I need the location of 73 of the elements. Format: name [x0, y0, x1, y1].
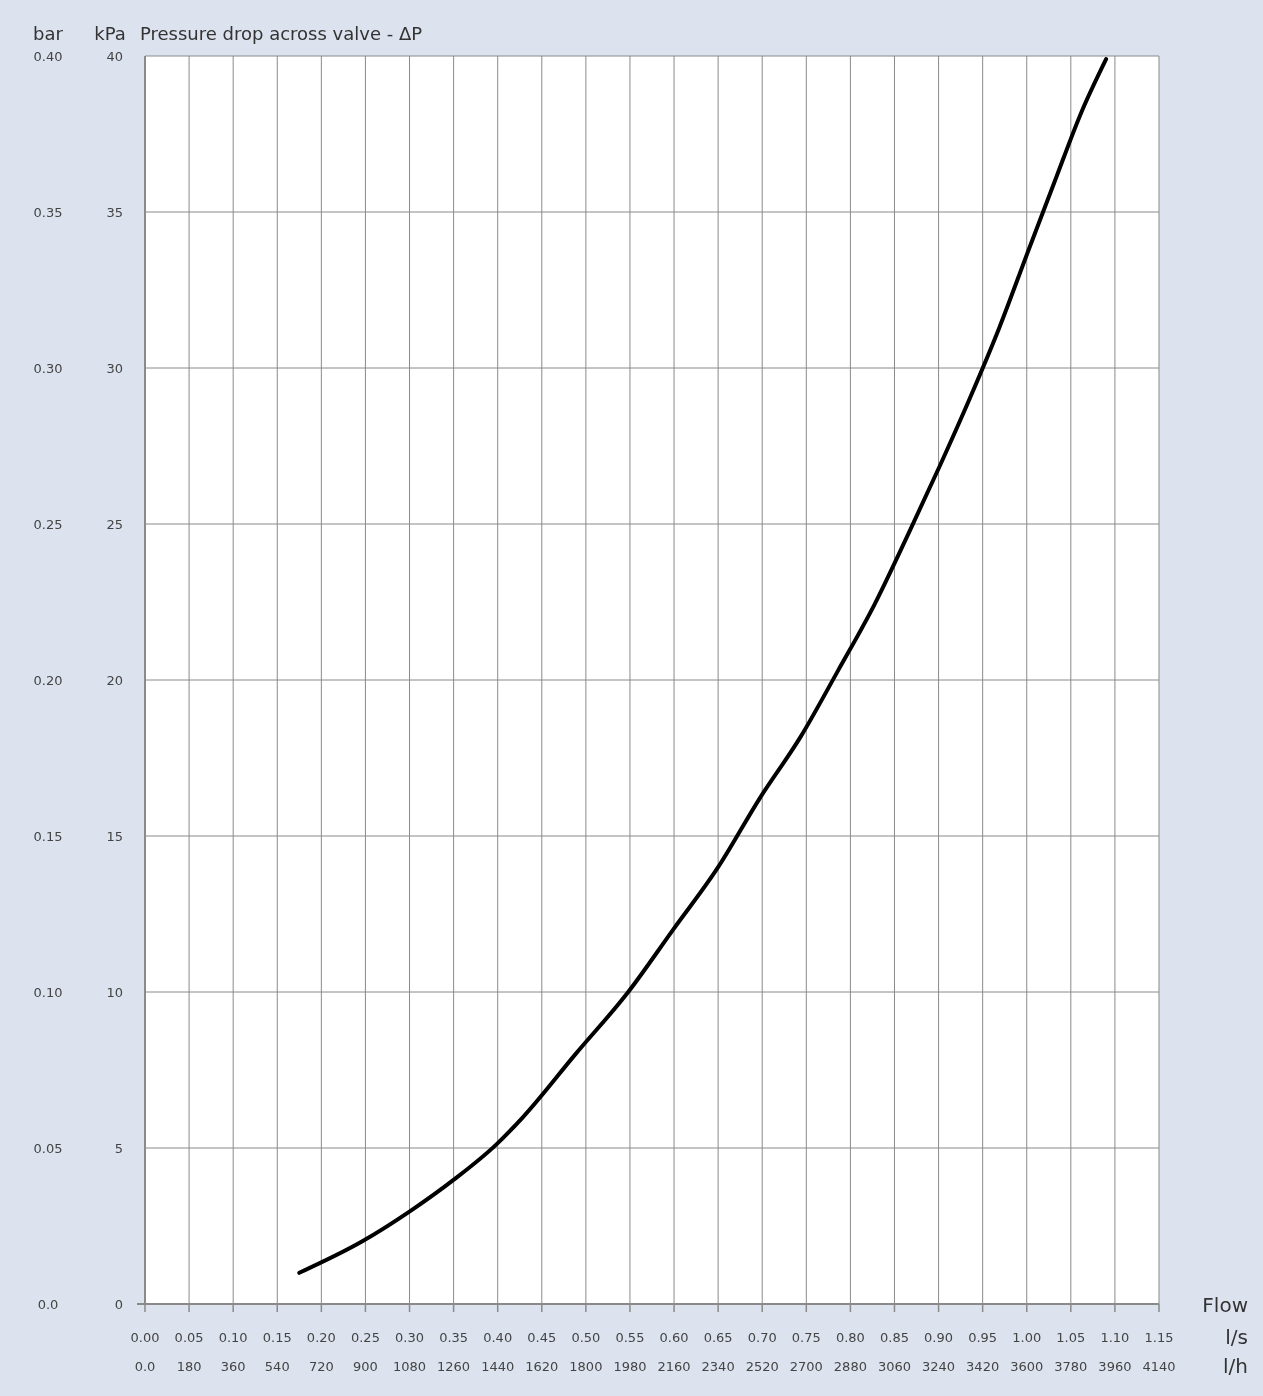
x2-tick-label: 3600 — [1010, 1359, 1044, 1374]
y-tick-label: 10 — [106, 985, 123, 1000]
x-tick-label: 0.50 — [571, 1330, 601, 1345]
x2-tick-label: 180 — [176, 1359, 202, 1374]
x2-tick-label: 1620 — [525, 1359, 559, 1374]
x-tick-label: 0.80 — [835, 1330, 865, 1345]
x2-tick-label: 2160 — [657, 1359, 691, 1374]
x-tick-label: 0.55 — [615, 1330, 645, 1345]
y2-tick-label: 0.40 — [33, 49, 63, 64]
x-tick-label: 0.95 — [968, 1330, 998, 1345]
y2-tick-label: 0.05 — [33, 1141, 63, 1156]
x2-tick-label: 540 — [264, 1359, 290, 1374]
x2-tick-label: 2880 — [833, 1359, 867, 1374]
y2-tick-label: 0.0 — [37, 1297, 59, 1312]
y-axis-title: kPa — [94, 23, 126, 44]
x-tick-label: 0.60 — [659, 1330, 689, 1345]
x-tick-label: 0.00 — [130, 1330, 160, 1345]
x-tick-label: 0.70 — [747, 1330, 777, 1345]
x2-tick-label: 3420 — [966, 1359, 1000, 1374]
x2-tick-label: 720 — [308, 1359, 334, 1374]
y-tick-label: 35 — [106, 205, 123, 220]
y2-tick-label: 0.20 — [33, 673, 63, 688]
x2-tick-label: 360 — [220, 1359, 246, 1374]
x-tick-label: 0.75 — [791, 1330, 821, 1345]
x2-tick-label: 1080 — [392, 1359, 427, 1374]
y-tick-label: 0 — [114, 1297, 123, 1312]
x2-tick-label: 3240 — [922, 1359, 956, 1374]
x-tick-label: 0.45 — [527, 1330, 557, 1345]
chart-title: Pressure drop across valve - ΔP — [140, 23, 423, 44]
y-tick-label: 15 — [106, 829, 123, 844]
x2-tick-label: 2700 — [789, 1359, 823, 1374]
x-tick-label: 0.40 — [483, 1330, 513, 1345]
x-tick-label: 0.65 — [703, 1330, 733, 1345]
x-tick-label: 0.25 — [350, 1330, 380, 1345]
x2-tick-label: 1980 — [613, 1359, 647, 1374]
y-tick-label: 20 — [106, 673, 123, 688]
y2-axis-title: bar — [33, 23, 64, 44]
x2-tick-label: 1800 — [569, 1359, 603, 1374]
x-tick-label: 0.30 — [395, 1330, 424, 1345]
y2-tick-label: 0.35 — [33, 205, 63, 220]
x-tick-label: 1.05 — [1056, 1330, 1086, 1345]
x-tick-label: 0.85 — [880, 1330, 909, 1345]
y-tick-label: 25 — [106, 517, 123, 532]
x2-tick-label: 3780 — [1054, 1359, 1088, 1374]
x2-tick-label: 4140 — [1142, 1359, 1176, 1374]
y-tick-label: 30 — [106, 361, 123, 376]
x-tick-label: 1.00 — [1012, 1330, 1042, 1345]
x2-tick-label: 0.0 — [134, 1359, 156, 1374]
y2-tick-label: 0.25 — [33, 517, 63, 532]
line-series — [297, 57, 1109, 1275]
x-tick-label: 0.10 — [218, 1330, 248, 1345]
x2-tick-label: 2520 — [745, 1359, 779, 1374]
x-axis-title: l/s — [1225, 1325, 1248, 1349]
y2-tick-label: 0.30 — [33, 361, 63, 376]
x-tick-label: 0.20 — [306, 1330, 336, 1345]
x2-axis-title: l/h — [1223, 1354, 1248, 1378]
x2-tick-label: 1260 — [437, 1359, 471, 1374]
x-tick-label: 0.15 — [262, 1330, 292, 1345]
text: Flow — [1202, 1293, 1248, 1317]
x-tick-label: 1.15 — [1144, 1330, 1174, 1345]
y2-tick-label: 0.15 — [33, 829, 63, 844]
y-tick-label: 5 — [114, 1141, 123, 1156]
x-tick-label: 0.90 — [924, 1330, 954, 1345]
x2-tick-label: 3060 — [877, 1359, 912, 1374]
x-tick-label: 1.10 — [1100, 1330, 1130, 1345]
x-tick-label: 0.05 — [174, 1330, 204, 1345]
x2-tick-label: 900 — [353, 1359, 378, 1374]
y-tick-label: 40 — [106, 49, 123, 64]
y2-tick-label: 0.10 — [33, 985, 63, 1000]
x2-tick-label: 1440 — [481, 1359, 515, 1374]
x2-tick-label: 3960 — [1098, 1359, 1132, 1374]
x2-tick-label: 2340 — [701, 1359, 735, 1374]
x-tick-label: 0.35 — [439, 1330, 469, 1345]
